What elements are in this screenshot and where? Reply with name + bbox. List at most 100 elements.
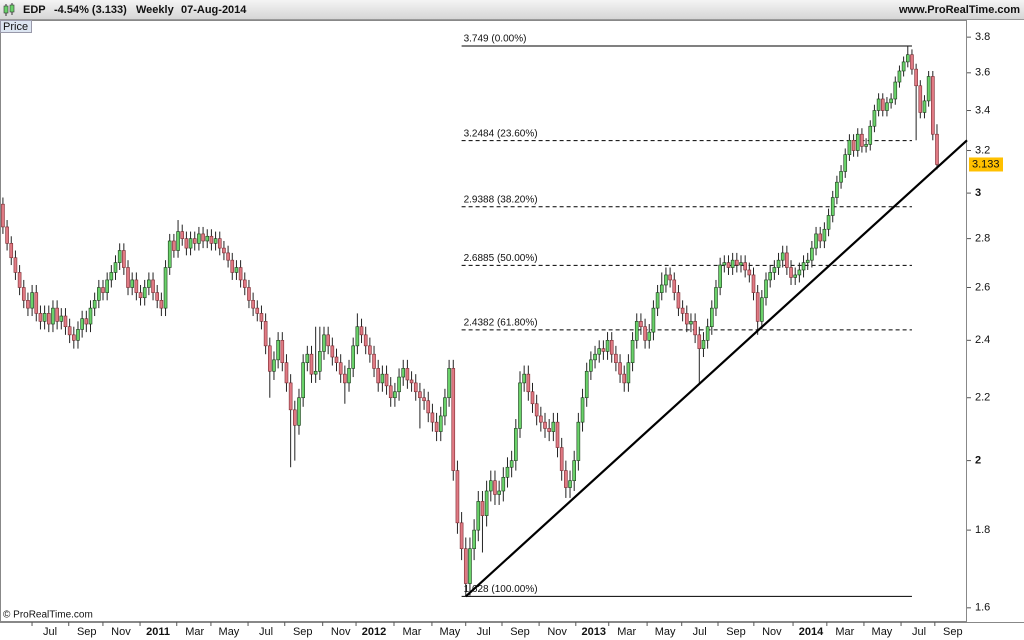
candle-body <box>710 307 714 328</box>
x-tick-label: 2014 <box>799 626 824 638</box>
candle-body <box>67 326 72 336</box>
candle-body <box>188 238 193 249</box>
x-tick-label: Nov <box>111 626 131 638</box>
candle-body <box>97 287 101 301</box>
candle-body <box>59 315 64 322</box>
x-tick-label: Nov <box>331 626 351 638</box>
candle-body <box>430 412 435 423</box>
candle-body <box>589 359 593 372</box>
candle-body <box>722 262 727 266</box>
header-bar <box>0 0 1024 19</box>
candle-body <box>747 269 752 276</box>
candle-body <box>455 470 460 524</box>
candle-body <box>576 421 581 461</box>
candle-body <box>184 238 189 249</box>
candle-body <box>192 238 197 244</box>
candle-body <box>459 522 464 550</box>
candle-body <box>764 279 768 299</box>
candle-body <box>322 334 326 352</box>
trendline <box>465 139 968 598</box>
candle-body <box>626 362 631 384</box>
x-tick-label: Jul <box>477 626 491 638</box>
panel-tab <box>0 20 32 33</box>
candle-body <box>309 353 314 375</box>
candle-body <box>355 326 360 347</box>
candle-body <box>905 54 910 63</box>
candle-body <box>122 250 126 268</box>
candle-body <box>680 307 685 314</box>
candle-body <box>201 233 205 242</box>
candle-body <box>726 262 731 268</box>
candle-body <box>593 353 597 361</box>
candle-body <box>597 348 602 355</box>
candle-body <box>284 362 289 384</box>
candle-body <box>526 373 531 393</box>
candle-body <box>539 415 543 423</box>
x-tick-label: Mar <box>835 626 854 638</box>
candle-body <box>51 307 55 325</box>
candle-body <box>739 262 743 266</box>
candle-body <box>697 334 702 349</box>
candle-body <box>476 501 481 531</box>
candle-body <box>647 331 652 341</box>
y-tick-label: 1.8 <box>975 524 990 536</box>
candle-body <box>818 233 823 242</box>
y-tick-label: 2 <box>975 455 981 467</box>
candle-body <box>242 279 247 288</box>
candle-body <box>522 373 526 384</box>
candle-body <box>263 321 268 347</box>
plot: 3.749 (0.00%) 3.2484 (23.60%) 2.9388 (38.2… <box>1 34 968 598</box>
candle-body <box>860 133 864 147</box>
candle-body <box>217 238 222 249</box>
candle-body <box>605 340 610 352</box>
x-tick-label: Jul <box>912 626 926 638</box>
x-tick-label: Sep <box>293 626 313 638</box>
candle-body <box>480 501 485 516</box>
candle-body <box>205 235 210 242</box>
candle-body <box>380 373 385 384</box>
candle-body <box>935 133 939 165</box>
y-tick-label: 3.2 <box>975 144 990 156</box>
candle-body <box>301 362 305 399</box>
candle-body <box>872 110 877 127</box>
y-tick-label: 2.8 <box>975 233 990 245</box>
candle-body <box>84 318 89 325</box>
symbol: EDP <box>23 4 46 16</box>
y-tick-label: 3 <box>975 187 981 199</box>
candle-body <box>876 98 881 111</box>
candle-body <box>755 292 760 322</box>
x-tick-label: Sep <box>510 626 530 638</box>
candle-body <box>443 397 447 417</box>
candle-body <box>463 548 468 584</box>
y-tick-label: 3.6 <box>975 67 990 79</box>
candle-body <box>172 240 176 251</box>
candle-body <box>226 252 230 261</box>
x-tick-label: Mar <box>403 626 422 638</box>
candle-body <box>634 321 639 341</box>
candle-body <box>655 292 660 309</box>
site: www.ProRealTime.com <box>898 4 1020 16</box>
candle-body <box>530 391 535 405</box>
candle-body <box>297 397 301 426</box>
candle-body <box>376 368 381 384</box>
candle-body <box>209 235 214 244</box>
candle-body <box>447 368 451 399</box>
candle-body <box>931 76 935 135</box>
candle-body <box>126 267 130 288</box>
x-tick-label: Nov <box>547 626 567 638</box>
candle-body <box>409 379 414 384</box>
candle-body <box>568 480 572 488</box>
candle-body <box>230 259 235 273</box>
candle-body <box>639 321 643 328</box>
candle-body <box>55 307 59 322</box>
candle-body <box>868 125 873 145</box>
candle-body <box>451 368 456 471</box>
x-tick-label: May <box>440 626 461 638</box>
x-tick-label: Mar <box>617 626 636 638</box>
candle-body <box>426 400 431 414</box>
candle-body <box>768 272 772 281</box>
candle-body <box>789 267 793 278</box>
candle-body <box>805 259 810 263</box>
y-tick-label: 1.6 <box>975 602 990 614</box>
x-tick-label: Jul <box>43 626 57 638</box>
